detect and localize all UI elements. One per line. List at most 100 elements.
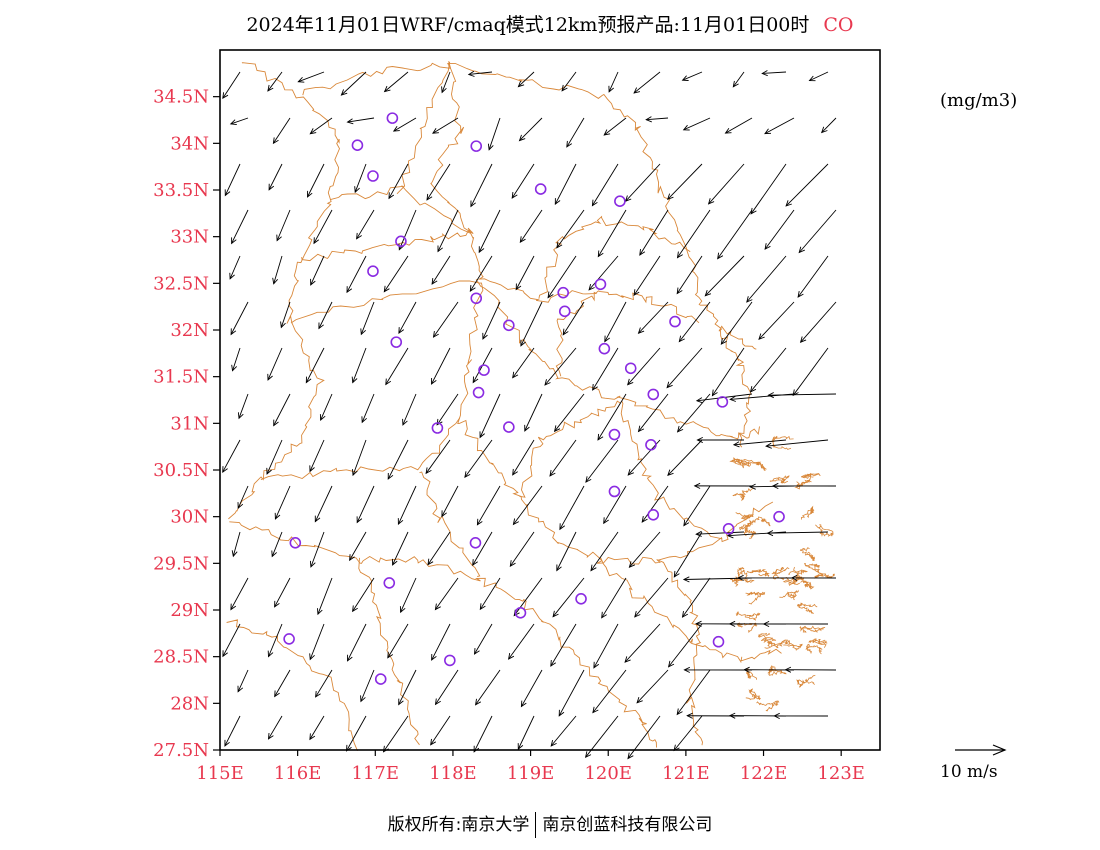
wind-arrow (592, 669, 627, 714)
station-marker (470, 292, 483, 305)
station-marker (614, 195, 626, 207)
wind-arrow-shaft (309, 439, 325, 472)
wind-arrow-shaft (641, 485, 669, 523)
wind-arrow-head (773, 712, 780, 720)
wind-arrow-shaft (550, 715, 577, 747)
wind-arrow-shaft (267, 71, 283, 92)
wind-arrow-head (434, 603, 441, 611)
boundary-line (419, 471, 481, 577)
wind-arrow (271, 531, 283, 558)
wind-arrow-head (472, 376, 479, 384)
wind-arrow (633, 71, 661, 94)
wind-arrow (673, 531, 703, 578)
wind-arrow (717, 209, 753, 260)
wind-arrow (398, 301, 417, 335)
lat-tick-label: 27.5N (153, 740, 209, 761)
wind-arrow (784, 666, 837, 673)
wind-arrow (597, 209, 627, 258)
wind-arrow-shaft (627, 715, 661, 759)
wind-arrow (430, 715, 451, 746)
lat-tick-label: 31.5N (153, 367, 209, 388)
wind-arrow (593, 623, 619, 669)
boundary-line (229, 521, 657, 748)
wind-arrow (318, 301, 333, 330)
wind-arrow (636, 669, 669, 704)
wind-arrow (693, 482, 753, 489)
wind-arrow-shaft (318, 301, 333, 329)
wind-arrow-head (309, 733, 316, 741)
wind-arrow (556, 531, 577, 572)
wind-arrow-shaft (349, 531, 367, 561)
wind-arrow-head (479, 603, 486, 611)
wind-arrow-head (272, 137, 279, 145)
wind-arrow-shaft (683, 485, 711, 526)
wind-arrow-head (346, 286, 353, 294)
wind-arrow-head (728, 712, 736, 719)
coastline-fragment (783, 639, 803, 652)
coastline-fragment (794, 477, 812, 490)
wind-arrow-head (434, 698, 441, 706)
wind-arrow-head (512, 371, 519, 379)
wind-arrow (431, 347, 451, 385)
wind-arrow (476, 485, 501, 526)
wind-arrow (512, 485, 543, 526)
wind-arrow-shaft (646, 117, 669, 121)
wind-arrow (624, 163, 661, 202)
wind-arrow-shaft (387, 623, 409, 659)
wind-arrow-shaft (273, 255, 283, 284)
title-species: CO (823, 14, 854, 36)
wind-arrow (549, 439, 577, 477)
wind-arrow (231, 347, 241, 372)
wind-arrow-shaft (237, 669, 249, 692)
wind-arrow-head (792, 389, 799, 397)
wind-arrow (559, 485, 585, 531)
wind-arrow (588, 255, 619, 291)
wind-arrow-shaft (469, 255, 493, 292)
coastline-fragment (779, 589, 799, 601)
wind-arrow (591, 163, 619, 207)
wind-arrow-shaft (238, 393, 249, 419)
wind-arrow-shaft (798, 209, 837, 253)
wind-arrow-shaft (627, 439, 661, 476)
wind-arrow-shaft (797, 255, 829, 298)
wind-arrow-head (511, 191, 518, 199)
wind-arrow-shaft (464, 439, 493, 478)
wind-arrow-head (383, 285, 390, 293)
wind-arrow-shaft (431, 623, 451, 661)
wind-arrow-head (479, 431, 485, 439)
lon-tick-label: 122E (740, 763, 788, 784)
wind-arrow-head (237, 685, 244, 693)
wind-arrow (280, 301, 291, 329)
wind-arrow-shaft (624, 623, 661, 663)
wind-arrow-head (431, 278, 438, 285)
wind-arrow (361, 393, 375, 424)
wind-arrow-shaft (725, 117, 753, 134)
wind-arrow (431, 255, 451, 285)
title-main: 2024年11月01日WRF/cmaq模式12km预报产品:11月01日00时 (246, 14, 810, 36)
wind-arrow-shaft (821, 117, 837, 133)
wind-arrow-head (592, 706, 599, 714)
boundary-line (538, 215, 691, 299)
wind-arrow-shaft (426, 163, 451, 201)
wind-arrow-shaft (361, 393, 375, 423)
wind-arrow-shaft (393, 117, 417, 132)
wind-arrow (627, 439, 661, 476)
wind-arrow-shaft (638, 393, 669, 432)
wind-arrow (385, 347, 409, 386)
wind-arrow-shaft (593, 623, 619, 669)
wind-arrow-shaft (398, 209, 417, 250)
wind-arrow (354, 163, 367, 194)
coastline-fragment (800, 580, 815, 590)
wind-arrow-head (273, 419, 279, 427)
wind-arrow-head (681, 75, 689, 81)
wind-arrow (550, 715, 577, 747)
coastline-fragment (755, 461, 767, 471)
wind-arrow-shaft (472, 531, 493, 566)
wind-arrow-shaft (430, 715, 451, 746)
wind-arrow (309, 439, 325, 473)
wind-arrow (434, 577, 459, 611)
boundary-line (226, 619, 358, 751)
wind-arrow-head (566, 140, 573, 148)
wind-arrow-shaft (633, 255, 661, 296)
wind-arrow-shaft (608, 71, 619, 93)
